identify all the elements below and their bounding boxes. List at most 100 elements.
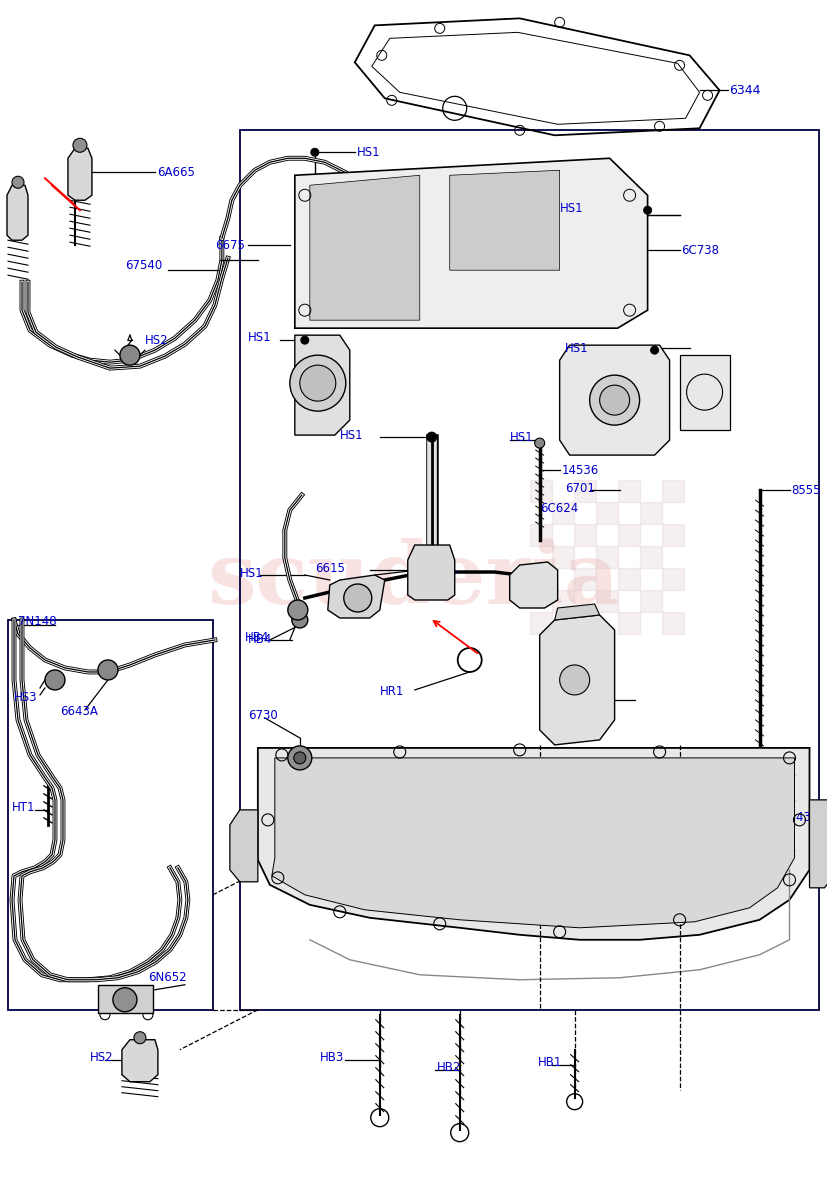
Polygon shape (327, 575, 385, 618)
Text: HB3: HB3 (319, 1051, 344, 1064)
Bar (573, 612, 595, 634)
Circle shape (98, 660, 117, 680)
Bar (573, 480, 595, 502)
Bar (551, 590, 573, 612)
Text: 6N652: 6N652 (148, 971, 186, 984)
Bar (661, 612, 683, 634)
Polygon shape (509, 562, 557, 608)
Bar (638, 502, 661, 524)
Polygon shape (679, 355, 729, 430)
Circle shape (559, 665, 589, 695)
Polygon shape (449, 170, 559, 270)
Text: 8555: 8555 (791, 484, 820, 497)
Text: 6675: 6675 (215, 239, 245, 252)
Text: 6730: 6730 (247, 709, 277, 722)
Bar (638, 546, 661, 568)
Circle shape (289, 355, 346, 412)
Bar (661, 568, 683, 590)
Text: HR1: HR1 (380, 685, 404, 698)
Bar (8, 620, 213, 1009)
Bar (529, 568, 551, 590)
Bar (617, 612, 638, 634)
Bar (595, 502, 617, 524)
Polygon shape (554, 604, 599, 620)
Bar (617, 524, 638, 546)
Circle shape (288, 600, 308, 620)
Bar (617, 480, 638, 502)
Text: HS1: HS1 (356, 145, 380, 158)
Bar (661, 524, 683, 546)
Text: HS3: HS3 (14, 691, 37, 704)
Circle shape (120, 346, 140, 365)
Polygon shape (294, 158, 647, 328)
Text: 6615: 6615 (314, 562, 344, 575)
Circle shape (291, 612, 308, 628)
Bar (529, 480, 551, 502)
Circle shape (12, 176, 24, 188)
Circle shape (134, 1032, 146, 1044)
Polygon shape (407, 545, 454, 600)
Text: 67540: 67540 (125, 259, 162, 271)
Text: HS1: HS1 (564, 342, 587, 355)
Circle shape (343, 584, 371, 612)
Text: HT1: HT1 (12, 802, 36, 815)
Circle shape (589, 376, 638, 425)
Bar (595, 590, 617, 612)
Text: 6C624: 6C624 (539, 502, 577, 515)
Circle shape (300, 336, 308, 344)
Bar (573, 568, 595, 590)
Text: 7N148: 7N148 (18, 616, 56, 629)
Circle shape (650, 346, 657, 354)
Text: scuderia: scuderia (208, 538, 619, 622)
Polygon shape (230, 810, 257, 882)
Bar (573, 524, 595, 546)
Bar (595, 546, 617, 568)
Polygon shape (309, 175, 419, 320)
Text: 6643A: 6643A (60, 706, 98, 719)
Text: HS1: HS1 (247, 331, 271, 343)
Circle shape (45, 670, 65, 690)
Text: 6A665: 6A665 (156, 166, 194, 179)
Bar (240, 131, 819, 1009)
Text: 6344: 6344 (729, 84, 760, 97)
Text: 6643B: 6643B (781, 811, 819, 824)
Bar (529, 524, 551, 546)
Bar (551, 546, 573, 568)
Circle shape (643, 206, 651, 215)
Circle shape (294, 752, 305, 764)
Bar (661, 480, 683, 502)
Circle shape (534, 438, 544, 448)
Text: HS1: HS1 (509, 431, 533, 444)
Circle shape (73, 138, 87, 152)
Text: HB4: HB4 (245, 631, 269, 644)
Polygon shape (68, 149, 92, 200)
Text: 9G481: 9G481 (419, 562, 458, 575)
Polygon shape (122, 1039, 158, 1081)
Polygon shape (809, 800, 827, 888)
Text: HS1: HS1 (559, 202, 582, 215)
Circle shape (288, 746, 312, 770)
Text: HS2: HS2 (145, 334, 169, 347)
Polygon shape (294, 335, 349, 436)
Text: 6C738: 6C738 (681, 244, 719, 257)
Circle shape (310, 149, 318, 156)
Polygon shape (257, 748, 809, 940)
Text: HS1: HS1 (339, 428, 363, 442)
Polygon shape (539, 614, 614, 745)
Text: HB1: HB1 (537, 1056, 562, 1069)
Polygon shape (559, 346, 669, 455)
Text: HS1: HS1 (240, 566, 263, 580)
Circle shape (426, 432, 436, 442)
Circle shape (112, 988, 136, 1012)
Text: HB2: HB2 (436, 1061, 461, 1074)
Circle shape (299, 365, 336, 401)
Polygon shape (7, 185, 28, 240)
Text: HB4: HB4 (247, 634, 272, 647)
Bar (638, 590, 661, 612)
Text: 14536: 14536 (561, 463, 598, 476)
Text: 6701: 6701 (564, 481, 594, 494)
Bar (98, 985, 153, 1013)
Polygon shape (271, 758, 794, 928)
Bar (617, 568, 638, 590)
Text: HS2: HS2 (90, 1051, 113, 1064)
